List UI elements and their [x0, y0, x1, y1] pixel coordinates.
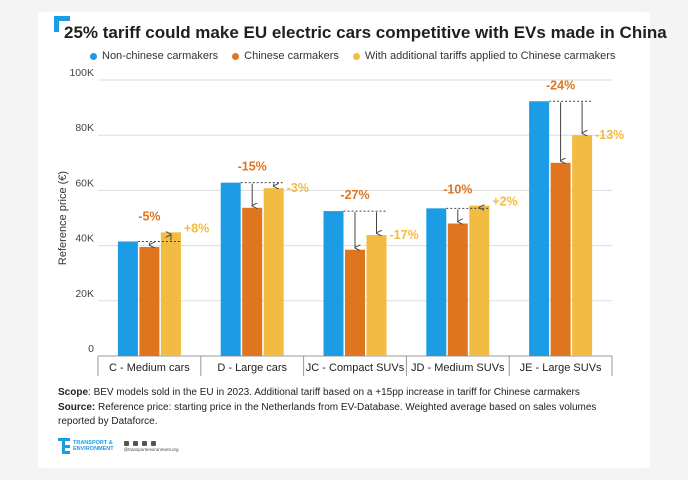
legend-item-tariff: With additional tariffs applied to Chine…	[352, 50, 616, 62]
facebook-icon[interactable]	[132, 440, 138, 446]
annotation-chinese-2: -27%	[340, 188, 369, 202]
scope-text: : BEV models sold in the EU in 2023. Add…	[88, 387, 580, 398]
legend-swatch-tariff	[352, 52, 360, 60]
bar-tariff-3	[469, 205, 490, 356]
x-tick-label-1: D - Large cars	[217, 362, 287, 374]
annotation-chinese-4: -24%	[546, 78, 575, 92]
twitter-icon[interactable]	[123, 440, 129, 446]
bar-chinese-3	[447, 223, 468, 356]
y-tick-label-4: 80K	[75, 122, 94, 134]
annotation-tariff-0: +8%	[184, 221, 209, 235]
bar-non-chinese-2	[323, 211, 344, 356]
linkedin-icon[interactable]	[141, 440, 147, 446]
source-text: Reference price: starting price in the N…	[58, 402, 597, 427]
bar-chinese-2	[345, 249, 365, 356]
social-handle[interactable]: @transportenvironment.org	[123, 446, 179, 452]
social-links: @transportenvironment.org	[123, 440, 179, 452]
annotation-tariff-2: -17%	[390, 228, 419, 242]
bar-non-chinese-0	[117, 241, 138, 356]
logo-line-2: ENVIRONMENT	[73, 446, 114, 452]
bar-tariff-4	[572, 135, 593, 356]
legend-item-non-chinese: Non-chinese carmakers	[90, 50, 218, 62]
annotation-chinese-3: -10%	[443, 183, 472, 197]
transport-environment-logo: TRANSPORT & ENVIRONMENT	[58, 438, 114, 454]
legend-label-tariff: With additional tariffs applied to Chine…	[364, 50, 616, 62]
chart-title: 25% tariff could make EU electric cars c…	[64, 23, 667, 42]
legend-swatch-chinese	[232, 52, 240, 60]
y-tick-label-0: 0	[88, 343, 94, 355]
chart-notes: Scope: BEV models sold in the EU in 2023…	[58, 386, 618, 430]
x-tick-label-0: C - Medium cars	[109, 362, 190, 374]
bar-non-chinese-4	[529, 101, 550, 356]
bar-tariff-2	[366, 235, 387, 356]
y-tick-label-3: 60K	[75, 177, 94, 189]
x-tick-label-3: JD - Medium SUVs	[411, 362, 505, 374]
bar-chinese-1	[242, 207, 263, 356]
y-axis-label: Reference price (€)	[57, 171, 69, 265]
bar-tariff-1	[263, 188, 284, 356]
legend: Non-chinese carmakers Chinese carmakers …	[90, 50, 615, 62]
legend-swatch-non-chinese	[90, 52, 97, 60]
footer: TRANSPORT & ENVIRONMENT @transportenviro…	[58, 438, 178, 454]
source-note: Source: Reference price: starting price …	[58, 401, 618, 429]
bar-chinese-0	[139, 246, 160, 356]
annotation-tariff-3: +2%	[492, 195, 517, 209]
logo-line-1: TRANSPORT &	[73, 440, 113, 446]
bar-non-chinese-1	[220, 182, 241, 356]
scope-label: Scope	[58, 387, 89, 398]
bar-non-chinese-3	[426, 208, 447, 356]
x-tick-label-4: JE - Large SUVs	[520, 362, 602, 374]
x-tick-label-2: JC - Compact SUVs	[306, 362, 405, 374]
annotation-chinese-1: -15%	[238, 160, 267, 174]
annotation-tariff-1: -3%	[287, 181, 309, 195]
y-tick-label-5: 100K	[69, 67, 94, 79]
y-tick-label-2: 40K	[75, 233, 94, 245]
legend-label-chinese: Chinese carmakers	[244, 50, 339, 62]
legend-item-chinese: Chinese carmakers	[232, 50, 339, 62]
bar-tariff-0	[160, 232, 181, 356]
te-logo-icon	[58, 438, 70, 454]
source-label: Source:	[58, 402, 96, 413]
y-tick-label-1: 20K	[75, 288, 94, 300]
annotation-chinese-0: -5%	[138, 209, 160, 223]
bar-chinese-4	[550, 162, 571, 356]
annotation-tariff-4: -13%	[595, 128, 624, 142]
instagram-icon[interactable]	[150, 440, 156, 446]
corner-accent-icon	[54, 16, 70, 32]
scope-note: Scope: BEV models sold in the EU in 2023…	[58, 386, 618, 400]
legend-label-non-chinese: Non-chinese carmakers	[102, 50, 219, 62]
